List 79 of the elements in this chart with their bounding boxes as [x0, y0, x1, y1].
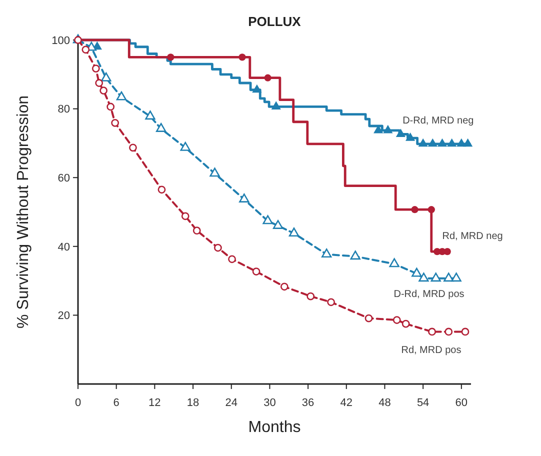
point	[101, 72, 112, 82]
point	[156, 122, 166, 132]
point	[396, 128, 406, 138]
point	[428, 138, 438, 147]
x-tick-label: 0	[74, 397, 82, 409]
point	[264, 74, 272, 82]
point	[392, 316, 401, 324]
x-tick-label: 54	[416, 397, 430, 409]
x-tick-label: 36	[302, 397, 314, 409]
point	[238, 54, 246, 61]
point	[111, 118, 120, 127]
point	[210, 168, 220, 177]
y-axis-title: % Surviving Without Progression	[15, 96, 32, 328]
y-tick-label: 20	[58, 310, 70, 322]
point	[92, 64, 100, 72]
point	[192, 226, 201, 235]
point	[437, 138, 448, 147]
point	[252, 84, 262, 93]
point	[428, 206, 435, 214]
y-tick-label: 80	[58, 104, 70, 116]
point	[418, 272, 429, 282]
series-label: Rd, MRD pos	[401, 345, 462, 356]
y-tick-label: 60	[58, 172, 70, 184]
point	[412, 268, 422, 277]
point	[389, 258, 400, 268]
point	[106, 102, 115, 111]
point	[145, 110, 156, 120]
x-axis-title: Months	[248, 419, 301, 436]
x-tick-label: 30	[264, 397, 276, 409]
point	[350, 250, 360, 260]
point	[405, 132, 416, 141]
point	[280, 282, 288, 291]
x-tick-label: 12	[148, 397, 161, 409]
point	[82, 46, 90, 54]
series-label: Rd, MRD neg	[442, 231, 503, 242]
point	[180, 142, 190, 151]
chart-title: POLLUX	[248, 14, 302, 29]
point	[444, 248, 451, 256]
point	[100, 86, 108, 94]
point	[272, 220, 284, 229]
point	[461, 328, 470, 336]
point	[402, 320, 410, 328]
x-tick-label: 18	[186, 397, 200, 409]
point	[364, 314, 373, 322]
point	[428, 328, 436, 336]
series-label: D-Rd, MRD neg	[402, 115, 474, 126]
y-tick-label: 100	[52, 34, 70, 47]
x-tick-label: 42	[340, 397, 353, 409]
point	[447, 138, 457, 147]
x-tick-label: 24	[225, 397, 238, 409]
point	[95, 79, 104, 87]
point	[288, 228, 300, 237]
point	[214, 244, 222, 252]
point	[322, 248, 332, 258]
point	[271, 101, 281, 110]
point	[411, 206, 418, 214]
point	[430, 272, 441, 282]
series-label: D-Rd, MRD pos	[394, 288, 464, 300]
point	[444, 272, 454, 282]
point	[327, 298, 335, 306]
point	[383, 124, 393, 134]
point	[158, 186, 166, 194]
point	[181, 212, 190, 220]
point	[167, 54, 174, 61]
y-tick-label: 40	[58, 241, 70, 254]
point	[228, 255, 236, 264]
x-tick-label: 60	[455, 397, 468, 409]
x-tick-label: 6	[113, 397, 120, 409]
point	[252, 268, 260, 276]
point	[116, 91, 127, 100]
x-tick-label: 48	[378, 397, 391, 409]
point	[129, 144, 137, 152]
point	[306, 292, 315, 300]
point	[418, 138, 428, 147]
point	[451, 272, 462, 282]
point	[463, 138, 473, 147]
point	[444, 328, 453, 336]
point	[262, 215, 273, 224]
point	[239, 194, 250, 202]
